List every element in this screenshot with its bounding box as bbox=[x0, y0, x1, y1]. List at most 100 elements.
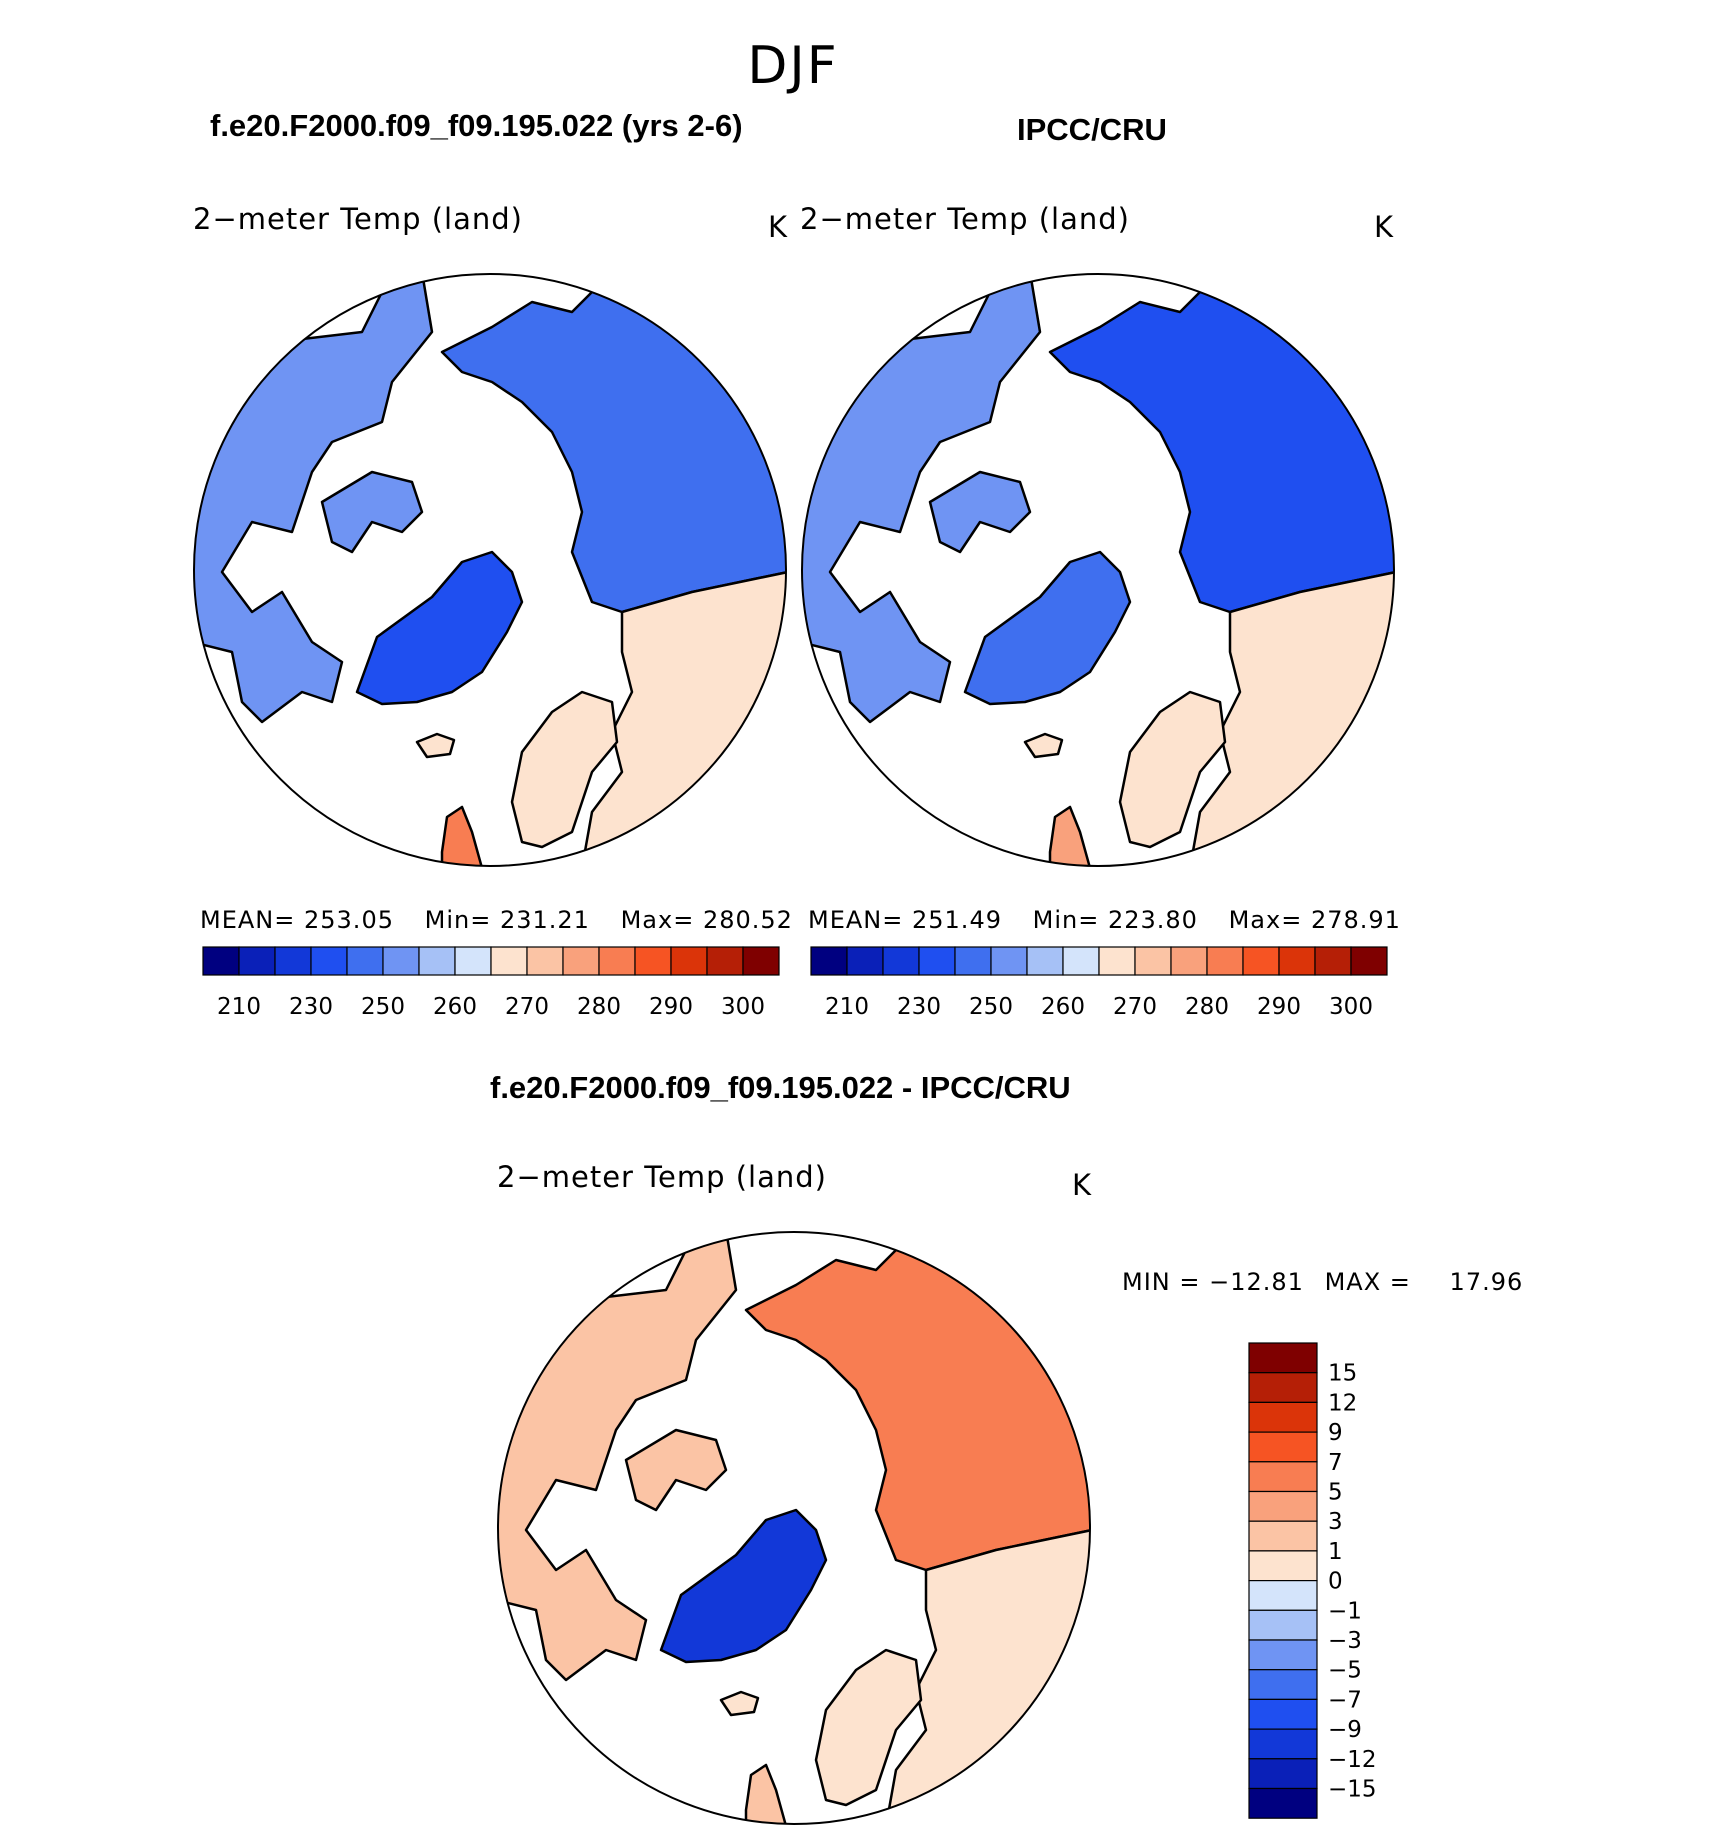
diff-min-value: −12.81 bbox=[1209, 1268, 1304, 1296]
colorbar-swatch bbox=[990, 946, 1028, 976]
colorbar-tick-label: 250 bbox=[969, 994, 1013, 1020]
colorbar-swatch bbox=[1248, 1372, 1318, 1404]
colorbar-tick-label: 9 bbox=[1328, 1420, 1343, 1446]
colorbar-swatch bbox=[918, 946, 956, 976]
map-boundary-circle bbox=[497, 1231, 1091, 1825]
colorbar-swatch bbox=[954, 946, 992, 976]
scandinavia-land bbox=[1118, 690, 1227, 849]
colorbar-tick-label: 270 bbox=[505, 994, 549, 1020]
colorbar-swatch bbox=[1248, 1728, 1318, 1760]
colorbar-tick-label: 300 bbox=[721, 994, 765, 1020]
diff-map bbox=[497, 1231, 1091, 1825]
colorbar-swatch bbox=[1098, 946, 1136, 976]
colorbar-tick-label: 290 bbox=[1257, 994, 1301, 1020]
colorbar-swatch bbox=[1248, 1609, 1318, 1641]
colorbar-tick-label: 0 bbox=[1328, 1569, 1343, 1595]
greenland-land bbox=[355, 550, 524, 706]
colorbar-swatch bbox=[526, 946, 564, 976]
panel1-mean-label: MEAN= bbox=[200, 906, 296, 934]
colorbar-tick-label: 280 bbox=[577, 994, 621, 1020]
colorbar-swatch bbox=[1026, 946, 1064, 976]
colorbar-tick-label: 15 bbox=[1328, 1361, 1357, 1387]
colorbar-swatch bbox=[1350, 946, 1388, 976]
season-title: DJF bbox=[747, 36, 839, 96]
diff-max-value: 17.96 bbox=[1449, 1268, 1524, 1296]
colorbar-swatch bbox=[598, 946, 636, 976]
scandinavia-land bbox=[510, 690, 619, 849]
greenland-land bbox=[963, 550, 1132, 706]
uk-land bbox=[1048, 805, 1092, 866]
panel2-max-value: 278.91 bbox=[1310, 906, 1401, 934]
colorbar-tick-label: −1 bbox=[1328, 1598, 1362, 1624]
colorbar-swatch bbox=[1248, 1431, 1318, 1463]
colorbar-tick-label: 260 bbox=[433, 994, 477, 1020]
colorbar-tick-label: 290 bbox=[649, 994, 693, 1020]
colorbar-tick-label: 260 bbox=[1041, 994, 1085, 1020]
panel1-min-value: 231.21 bbox=[499, 906, 590, 934]
colorbar-swatch bbox=[810, 946, 848, 976]
colorbar-tick-label: −3 bbox=[1328, 1628, 1362, 1654]
colorbar-swatch bbox=[1248, 1520, 1318, 1552]
colorbar-tick-label: 250 bbox=[361, 994, 405, 1020]
colorbar-swatch bbox=[418, 946, 456, 976]
colorbar-tick-label: −15 bbox=[1328, 1777, 1377, 1803]
colorbar-tick-label: −5 bbox=[1328, 1658, 1362, 1684]
colorbar-swatch bbox=[1206, 946, 1244, 976]
panel1-mean-value: 253.05 bbox=[304, 906, 394, 934]
iceland-land bbox=[415, 732, 456, 759]
panel2-title: IPCC/CRU bbox=[1017, 112, 1167, 147]
map-boundary-circle bbox=[801, 273, 1395, 867]
diff-max-label: MAX = bbox=[1324, 1268, 1411, 1296]
panel1-units-label: K bbox=[768, 210, 789, 244]
panel2-map bbox=[801, 273, 1395, 867]
colorbar-tick-label: 12 bbox=[1328, 1390, 1357, 1416]
uk-land bbox=[744, 1763, 788, 1824]
colorbar-tick-label: 210 bbox=[217, 994, 261, 1020]
panel2-mean-value: 251.49 bbox=[912, 906, 1002, 934]
iceland-land bbox=[719, 1690, 760, 1717]
colorbar-swatch bbox=[454, 946, 492, 976]
colorbar-swatch bbox=[202, 946, 240, 976]
panel1-title: f.e20.F2000.f09_f09.195.022 (yrs 2-6) bbox=[210, 108, 743, 143]
scandinavia-land bbox=[814, 1648, 923, 1807]
diff-units-label: K bbox=[1072, 1168, 1093, 1202]
colorbar-swatch bbox=[846, 946, 884, 976]
colorbar-swatch bbox=[1278, 946, 1316, 976]
diff-variable-label: 2−meter Temp (land) bbox=[497, 1160, 827, 1194]
colorbar-tick-label: 210 bbox=[825, 994, 869, 1020]
colorbar-swatch bbox=[1248, 1787, 1318, 1819]
panel1-max-value: 280.52 bbox=[702, 906, 793, 934]
colorbar-tick-label: −7 bbox=[1328, 1687, 1362, 1713]
canadian-archipelago-land bbox=[320, 470, 424, 554]
colorbar-swatch bbox=[490, 946, 528, 976]
colorbar-swatch bbox=[1248, 1550, 1318, 1582]
colorbar-tick-label: 7 bbox=[1328, 1450, 1343, 1476]
panel1-colorbar: 210 230 250 260 270 280 290 300 bbox=[202, 946, 780, 1020]
diff-title: f.e20.F2000.f09_f09.195.022 - IPCC/CRU bbox=[490, 1070, 1071, 1105]
colorbar-tick-label: 3 bbox=[1328, 1509, 1343, 1535]
colorbar-tick-label: 1 bbox=[1328, 1539, 1343, 1565]
panel1-min-label: Min= bbox=[424, 906, 492, 934]
panel2-min-label: Min= bbox=[1032, 906, 1100, 934]
colorbar-swatch bbox=[1248, 1401, 1318, 1433]
colorbar-swatch bbox=[742, 946, 780, 976]
iceland-land bbox=[1023, 732, 1064, 759]
colorbar-tick-label: 300 bbox=[1329, 994, 1373, 1020]
greenland-land bbox=[659, 1508, 828, 1664]
colorbar-tick-label: 5 bbox=[1328, 1480, 1343, 1506]
panel2-stats: MEAN= 251.49 Min= 223.80 Max= 278.91 bbox=[808, 906, 1401, 934]
colorbar-tick-label: 230 bbox=[289, 994, 333, 1020]
colorbar-swatch bbox=[634, 946, 672, 976]
colorbar-swatch bbox=[1248, 1461, 1318, 1493]
panel1-stats: MEAN= 253.05 Min= 231.21 Max= 280.52 bbox=[200, 906, 793, 934]
colorbar-swatch bbox=[238, 946, 276, 976]
colorbar-tick-label: 270 bbox=[1113, 994, 1157, 1020]
colorbar-swatch bbox=[882, 946, 920, 976]
colorbar-swatch bbox=[310, 946, 348, 976]
panel1-max-label: Max= bbox=[620, 906, 695, 934]
colorbar-swatch bbox=[1248, 1490, 1318, 1522]
colorbar-tick-label: 280 bbox=[1185, 994, 1229, 1020]
colorbar-swatch bbox=[274, 946, 312, 976]
canadian-archipelago-land bbox=[928, 470, 1032, 554]
colorbar-tick-label: −9 bbox=[1328, 1717, 1362, 1743]
